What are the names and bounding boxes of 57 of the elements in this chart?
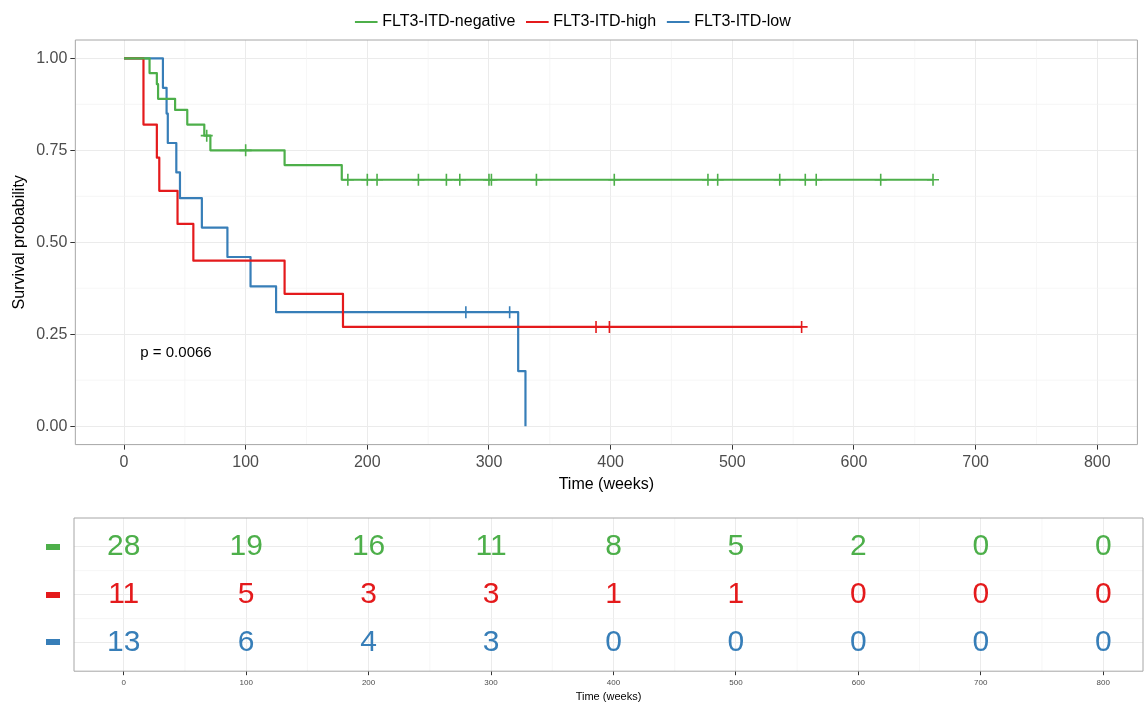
data-label: 3 (360, 575, 377, 609)
x-tick-label: 200 (361, 678, 376, 688)
x-axis-title: Time (weeks) (558, 474, 655, 492)
x-tick-label: 800 (1096, 678, 1111, 688)
data-label: 5 (727, 527, 745, 561)
data-label: 8 (605, 527, 622, 561)
legend-label: FLT3-ITD-negative (382, 12, 516, 30)
data-label: 4 (360, 623, 377, 657)
x-tick-label: 400 (606, 678, 621, 688)
y-tick-label: 0.50 (36, 232, 68, 250)
x-tick-label: 100 (239, 678, 254, 688)
y-tick-label: 0.00 (36, 416, 68, 434)
data-label: 0 (972, 623, 990, 657)
data-label: 3 (482, 623, 500, 657)
data-label: 11 (475, 527, 507, 561)
x-tick-label: 800 (1083, 452, 1111, 470)
x-tick-label: 0 (119, 452, 129, 470)
legend-label: FLT3-ITD-low (694, 12, 792, 30)
x-tick-label: 200 (353, 452, 381, 470)
data-label: 1 (727, 575, 745, 609)
data-label: 0 (727, 623, 745, 657)
y-tick-label: 0.25 (36, 324, 68, 342)
data-label: 6 (237, 623, 255, 657)
data-label: 19 (229, 527, 263, 561)
x-tick-label: 600 (840, 452, 868, 470)
y-axis-title: Survival probability (10, 175, 28, 310)
data-label: 3 (482, 575, 500, 609)
x-tick-label: 500 (718, 452, 746, 470)
data-label: 0 (1094, 575, 1112, 609)
data-label: 0 (972, 527, 990, 561)
x-axis-title: Time (weeks) (575, 690, 642, 703)
annotation: p = 0.0066 (140, 342, 212, 360)
y-tick-label: 1.00 (36, 48, 68, 66)
x-tick-label: 600 (851, 678, 866, 688)
x-tick-label: 700 (962, 452, 990, 470)
data-label: 0 (850, 575, 867, 609)
x-tick-label: 300 (475, 452, 503, 470)
data-label: 0 (1094, 623, 1112, 657)
y-tick-label: 0.75 (36, 140, 68, 158)
x-tick-label: 100 (232, 452, 260, 470)
x-tick-label: 700 (974, 678, 988, 688)
data-label: 0 (972, 575, 990, 609)
data-label: 2 (850, 527, 867, 561)
data-label: 11 (108, 575, 140, 609)
data-label: 0 (1094, 527, 1112, 561)
data-label: 0 (605, 623, 622, 657)
data-label: 1 (605, 575, 622, 609)
legend-label: FLT3-ITD-high (553, 12, 657, 30)
data-label: 5 (237, 575, 255, 609)
data-label: 0 (850, 623, 867, 657)
data-label: 28 (107, 527, 141, 561)
data-label: 16 (351, 527, 386, 561)
x-tick-label: 400 (597, 452, 625, 470)
data-label: 13 (107, 623, 141, 657)
x-tick-label: 500 (729, 678, 744, 688)
x-tick-label: 0 (121, 678, 127, 688)
x-tick-label: 300 (484, 678, 499, 688)
